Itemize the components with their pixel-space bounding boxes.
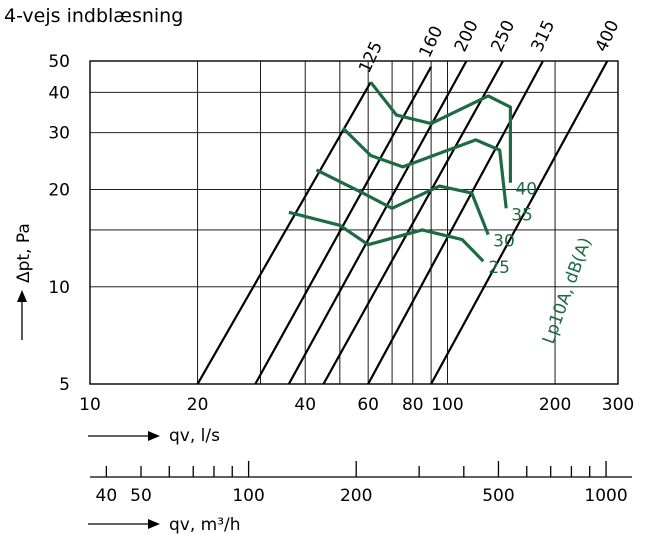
x-tick-label: 60 [357, 395, 379, 415]
y-tick-label: 20 [48, 181, 70, 201]
x-tick-label: 10 [79, 395, 101, 415]
size-label-125: 125 [355, 38, 387, 76]
noise-label-40: 40 [515, 180, 537, 200]
size-label-160: 160 [416, 23, 448, 61]
chart-title: 4-vejs indblæsning [4, 5, 183, 27]
y-axis-label: Δpt, Pa [14, 223, 34, 340]
size-label-200: 200 [451, 17, 483, 55]
size-label-250: 250 [487, 17, 519, 55]
x2-tick-label: 40 [96, 486, 118, 506]
x-tick-label: 300 [602, 395, 634, 415]
noise-label-35: 35 [511, 205, 533, 225]
x-tick-label: 20 [187, 395, 209, 415]
noise-curve-40 [369, 81, 512, 183]
x-axis-title: qv, l/s [169, 426, 220, 446]
noise-label-25: 25 [488, 258, 510, 278]
noise-curve-25 [288, 210, 485, 263]
x2-tick-label: 50 [130, 486, 152, 506]
x2-axis-title: qv, m³/h [169, 515, 241, 535]
y-tick-label: 40 [48, 83, 70, 103]
x-axis-label: qv, l/s [88, 426, 220, 446]
plot-frame [89, 60, 619, 385]
x-tick-label: 80 [402, 395, 424, 415]
x-tick-label: 100 [431, 395, 463, 415]
size-line-200 [287, 60, 468, 385]
size-line-400 [430, 60, 609, 385]
noise-axis-label: Lp10A, dB(A) [539, 235, 596, 347]
y-tick-label: 10 [48, 278, 70, 298]
secondary-x-axis: 40 50 100 200 500 1000 [90, 461, 632, 506]
size-line-160 [254, 66, 433, 385]
x-tick-label: 40 [294, 395, 316, 415]
x2-axis-arrow-icon [148, 519, 160, 529]
size-line-125 [196, 81, 372, 385]
size-line-250 [322, 60, 504, 385]
x2-tick-label: 200 [340, 486, 372, 506]
y-tick-label: 30 [48, 124, 70, 144]
y-axis-arrow-icon [17, 290, 27, 302]
x2-tick-label: 500 [482, 486, 514, 506]
noise-curves: 40 35 30 25 [288, 81, 537, 278]
size-label-400: 400 [592, 17, 624, 55]
y-tick-label: 50 [48, 52, 70, 72]
noise-label-30: 30 [493, 232, 515, 252]
noise-curve-30 [315, 168, 490, 236]
x2-tick-label: 1000 [584, 486, 627, 506]
x2-tick-label: 100 [232, 486, 264, 506]
x-tick-label: 200 [539, 395, 571, 415]
y-tick-labels: 5 10 20 30 40 50 [48, 52, 70, 395]
x-axis-arrow-icon [148, 431, 160, 441]
x2-axis-label: qv, m³/h [88, 515, 241, 535]
x-tick-labels: 10 20 40 60 80 100 200 300 [79, 395, 634, 415]
size-label-315: 315 [527, 17, 559, 55]
noise-curve-35 [341, 126, 508, 209]
y-axis-title: Δpt, Pa [14, 223, 34, 283]
size-line-315 [367, 60, 544, 385]
y-tick-label: 5 [59, 375, 70, 395]
